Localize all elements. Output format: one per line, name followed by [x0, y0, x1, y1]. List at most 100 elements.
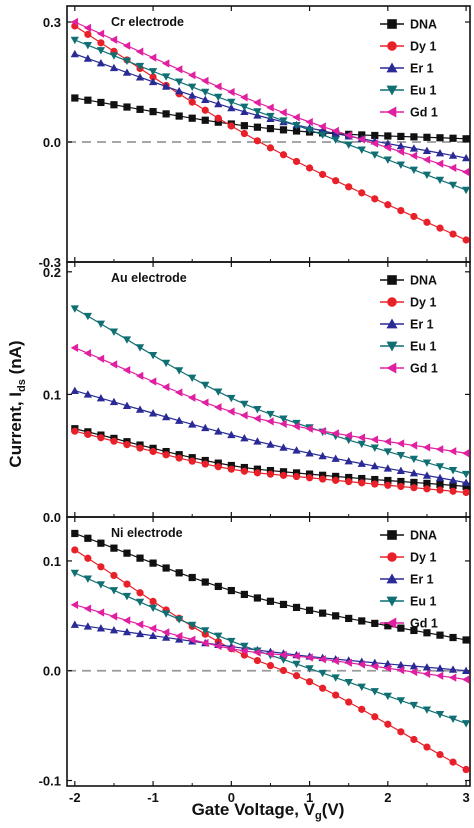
data-point — [371, 195, 379, 203]
data-point — [318, 655, 326, 664]
legend-marker — [386, 106, 397, 118]
legend-entry: Er 1 — [380, 318, 434, 332]
data-point — [136, 444, 144, 452]
data-point — [201, 398, 209, 407]
x-tick-label: 0 — [228, 790, 235, 805]
data-point — [188, 71, 196, 80]
data-point — [70, 343, 79, 352]
data-point — [148, 631, 158, 639]
data-point — [201, 106, 209, 114]
data-point — [240, 434, 249, 442]
data-point — [371, 131, 379, 140]
data-point — [318, 131, 327, 139]
data-point — [70, 49, 79, 58]
data-point — [279, 443, 288, 451]
data-point — [266, 410, 275, 419]
legend-marker — [387, 19, 397, 29]
data-point — [96, 624, 106, 632]
data-point — [332, 472, 340, 481]
data-point — [370, 444, 379, 452]
data-point — [240, 122, 248, 130]
data-point — [292, 651, 300, 661]
x-axis-title: Gate Voltage, Vg(V) — [192, 800, 345, 822]
data-point — [383, 437, 392, 446]
data-point — [83, 41, 93, 50]
data-point — [70, 386, 79, 394]
data-point — [409, 144, 419, 152]
data-point — [70, 17, 79, 27]
data-point — [253, 406, 262, 414]
data-point — [96, 59, 106, 67]
data-point — [122, 627, 132, 636]
data-point — [279, 108, 287, 117]
data-point — [448, 447, 457, 456]
data-point — [214, 632, 223, 640]
data-point — [214, 118, 222, 126]
data-point — [461, 153, 471, 162]
data-point — [318, 669, 327, 678]
data-point — [110, 101, 118, 109]
data-point — [358, 479, 366, 487]
legend-entry: Eu 1 — [380, 595, 436, 609]
data-point — [175, 569, 183, 577]
data-point — [266, 661, 275, 670]
legend-label: Gd 1 — [410, 106, 438, 120]
legend-label: Er 1 — [410, 62, 434, 76]
data-point — [344, 131, 352, 140]
data-point — [83, 312, 93, 321]
data-point — [188, 114, 196, 122]
legend-entry: Er 1 — [380, 62, 434, 76]
data-point — [109, 587, 119, 595]
data-point — [149, 447, 157, 456]
data-point — [305, 449, 314, 457]
legend-entry: Gd 1 — [380, 617, 438, 631]
data-point — [384, 476, 392, 485]
data-point — [371, 713, 379, 721]
data-point — [461, 675, 470, 684]
legend-label: Dy 1 — [410, 296, 436, 310]
series-line — [74, 532, 467, 641]
data-point — [422, 459, 432, 467]
data-point — [253, 437, 262, 445]
legend-entry: Dy 1 — [380, 296, 436, 310]
data-point — [435, 711, 445, 719]
data-point — [396, 660, 406, 669]
data-point — [305, 117, 313, 127]
data-point — [331, 429, 339, 438]
data-point — [122, 68, 132, 76]
data-point — [97, 539, 105, 547]
data-point — [214, 388, 223, 396]
data-point — [345, 183, 353, 191]
data-point — [449, 230, 457, 238]
data-point — [175, 86, 184, 95]
data-point — [161, 382, 170, 392]
data-point — [123, 580, 131, 588]
data-point — [266, 417, 274, 426]
data-point — [214, 403, 222, 412]
data-point — [110, 544, 118, 552]
data-point — [423, 629, 431, 637]
data-point — [266, 112, 275, 121]
y-axis-title-subscript: ds — [16, 379, 28, 392]
data-point — [332, 476, 340, 484]
data-point — [345, 614, 353, 623]
x-axis-title-subscript: g — [315, 810, 322, 822]
data-point — [410, 484, 418, 492]
y-tick-label: -0.3 — [39, 255, 61, 270]
data-point — [436, 631, 444, 639]
y-tick-label: 0.0 — [43, 664, 61, 679]
data-point — [422, 669, 431, 679]
data-point — [319, 609, 327, 617]
data-point — [448, 665, 458, 673]
data-point — [396, 697, 406, 705]
data-point — [214, 93, 223, 102]
data-point — [175, 631, 183, 641]
data-point — [227, 122, 235, 130]
legend-marker — [386, 341, 398, 352]
data-point — [148, 352, 158, 360]
series-line — [74, 308, 467, 475]
data-point — [461, 186, 471, 195]
data-point — [148, 77, 158, 86]
data-point — [331, 454, 340, 462]
legend-label: Eu 1 — [410, 595, 436, 609]
